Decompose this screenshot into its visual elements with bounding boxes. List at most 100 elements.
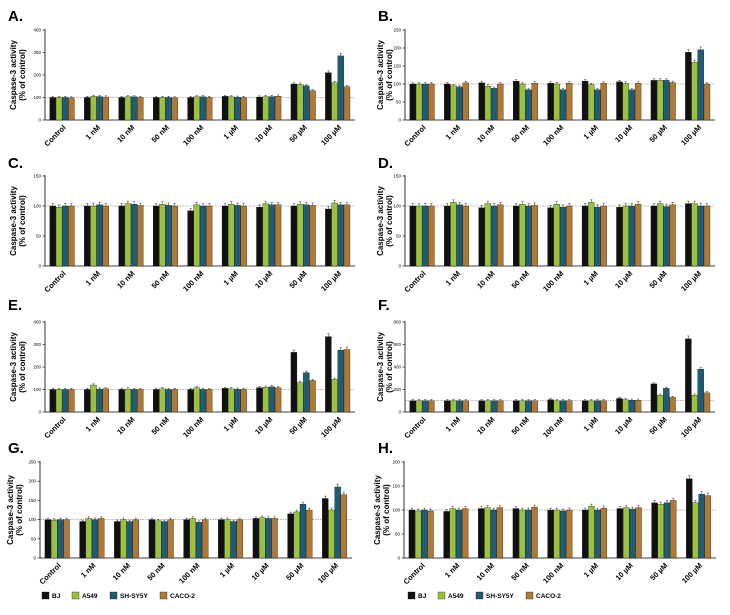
- bar-a549: [262, 203, 269, 267]
- bar-sh-sy5y: [303, 372, 310, 413]
- panel-label: E.: [8, 297, 22, 314]
- bar-a549: [588, 506, 595, 559]
- bar-caco-2: [634, 204, 642, 267]
- bar-sh-sy5y: [234, 205, 241, 267]
- bar-bj: [685, 338, 692, 413]
- bar-a549: [296, 382, 304, 413]
- x-tick-label: 50 nM: [145, 561, 166, 582]
- bar-caco-2: [309, 380, 316, 413]
- bar-sh-sy5y: [130, 389, 138, 413]
- bar-bj: [256, 207, 263, 267]
- bar-caco-2: [600, 205, 607, 267]
- bar-a549: [55, 389, 63, 413]
- bar-a549: [622, 83, 629, 121]
- x-tick-label: 50 nM: [509, 561, 530, 582]
- bar-caco-2: [102, 205, 110, 267]
- bar-caco-2: [669, 204, 676, 267]
- x-tick-label: 1 µM: [582, 269, 600, 287]
- bar-a549: [518, 509, 526, 559]
- y-tick-label: 0: [397, 556, 400, 561]
- y-tick-label: 250: [28, 460, 36, 465]
- bar-bj: [581, 205, 589, 267]
- bar-bj: [478, 82, 485, 121]
- bar-caco-2: [670, 500, 677, 559]
- bar-a549: [415, 83, 423, 121]
- y-tick-label: 100: [393, 204, 401, 209]
- legend-label: BJ: [52, 593, 61, 600]
- x-tick-label: 1 nM: [84, 269, 102, 287]
- y-tick-label: 100: [392, 508, 400, 513]
- bar-bj: [79, 521, 86, 559]
- y-axis-label: (% of control): [385, 341, 394, 393]
- bar-bj: [84, 97, 91, 121]
- bar-caco-2: [98, 518, 105, 559]
- y-tick-label: 200: [33, 73, 41, 78]
- bar-bj: [651, 502, 658, 559]
- bar-caco-2: [566, 205, 573, 267]
- bar-bj: [148, 519, 156, 559]
- y-axis-label: Caspase-3 activity: [6, 475, 15, 545]
- bar-a549: [450, 85, 457, 121]
- bar-a549: [124, 203, 132, 267]
- x-tick-label: 1 µM: [222, 415, 240, 433]
- bar-caco-2: [531, 83, 538, 121]
- x-tick-label: 50 nM: [150, 415, 171, 436]
- bar-caco-2: [137, 205, 144, 267]
- bar-sh-sy5y: [663, 80, 670, 121]
- x-tick-label: 10 µM: [253, 269, 274, 290]
- y-tick-label: 100: [33, 204, 41, 209]
- bar-caco-2: [68, 389, 75, 413]
- bar-a549: [484, 400, 492, 413]
- bar-sh-sy5y: [91, 519, 99, 559]
- y-axis-label: (% of control): [18, 195, 27, 247]
- bar-sh-sy5y: [663, 388, 670, 413]
- bar-sh-sy5y: [628, 400, 636, 413]
- bar-caco-2: [274, 387, 282, 413]
- x-tick-label: Control: [402, 269, 427, 294]
- y-tick-label: 0: [398, 118, 401, 123]
- bar-a549: [193, 387, 200, 413]
- bar-a549: [296, 84, 304, 121]
- bar-caco-2: [427, 510, 434, 559]
- bar-caco-2: [566, 83, 573, 121]
- x-tick-label: 50 µM: [648, 269, 669, 290]
- bar-caco-2: [531, 205, 538, 267]
- chart-panel: D. Caspase-3 activity (% of control) 0 50 100…: [376, 155, 715, 294]
- y-tick-label: 50: [396, 100, 402, 105]
- x-tick-label: 100 µM: [319, 415, 343, 439]
- x-tick-label: Control: [42, 269, 67, 294]
- bar-a549: [588, 400, 595, 413]
- bar-a549: [449, 508, 456, 559]
- y-tick-label: 50: [31, 536, 37, 541]
- bar-bj: [187, 210, 194, 267]
- x-tick-label: 100 µM: [316, 561, 340, 585]
- chart-panel: G. Caspase-3 activity (% of control) 0 50 100…: [6, 440, 352, 586]
- bar-a549: [55, 207, 63, 267]
- bar-caco-2: [634, 83, 642, 121]
- bar-a549: [622, 507, 630, 559]
- bar-caco-2: [240, 205, 247, 267]
- bar-sh-sy5y: [594, 89, 601, 121]
- bar-caco-2: [206, 389, 213, 413]
- bar-a549: [258, 517, 266, 559]
- legend-swatch: [407, 591, 416, 600]
- bar-bj: [547, 399, 554, 413]
- bar-sh-sy5y: [421, 509, 428, 559]
- bar-bj: [221, 388, 229, 413]
- y-tick-label: 400: [33, 28, 41, 33]
- x-tick-label: 100 nM: [541, 561, 565, 585]
- bar-sh-sy5y: [161, 521, 168, 559]
- bar-bj: [616, 81, 623, 121]
- x-tick-label: Control: [402, 561, 427, 586]
- bar-bj: [256, 387, 263, 413]
- bar-sh-sy5y: [422, 205, 429, 267]
- bar-bj: [84, 205, 91, 267]
- bar-caco-2: [462, 400, 470, 413]
- x-tick-label: 1 nM: [444, 269, 462, 287]
- bar-sh-sy5y: [559, 400, 567, 413]
- bar-caco-2: [340, 494, 348, 559]
- y-axis-label: Caspase-3 activity: [9, 186, 18, 256]
- bar-caco-2: [496, 507, 504, 559]
- legend: BJ A549 SH-SY5Y CACO-2: [407, 591, 561, 600]
- x-tick-label: 50 µM: [284, 561, 305, 582]
